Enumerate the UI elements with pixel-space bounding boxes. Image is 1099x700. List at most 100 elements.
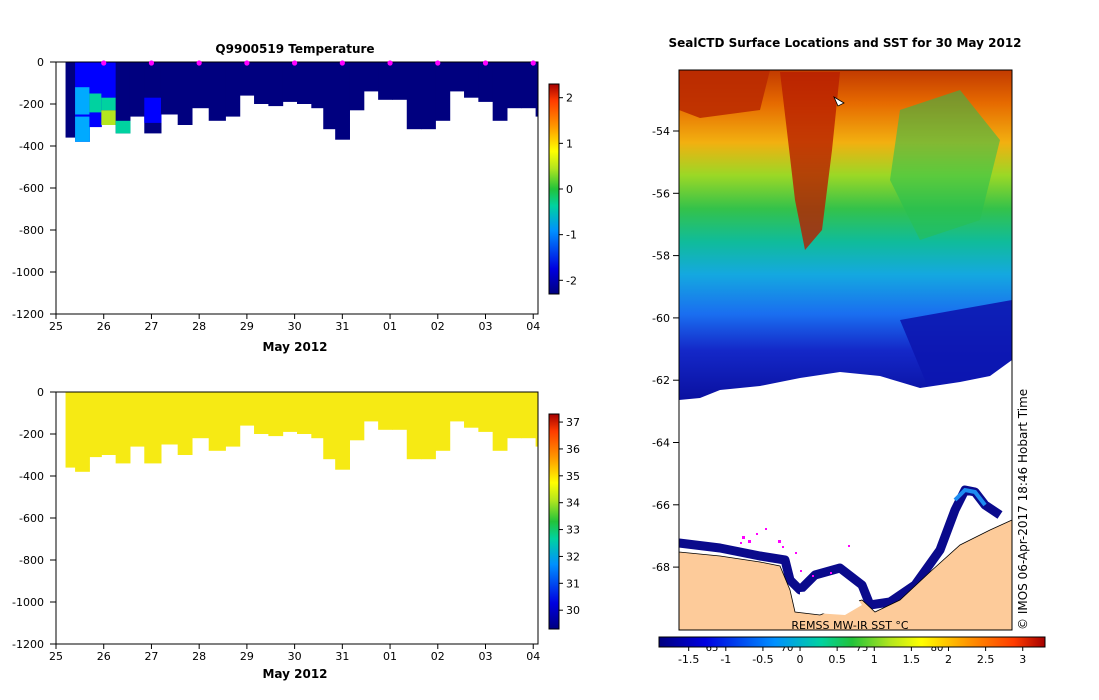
temperature-cell <box>115 62 131 134</box>
second-profile-data <box>65 392 538 472</box>
lat-tick-label: -64 <box>652 437 670 450</box>
colorbar-tick-label: 30 <box>566 604 580 617</box>
temperature-title: Q9900519 Temperature <box>215 42 374 56</box>
profile-marker <box>101 60 107 66</box>
x-tick-label: 03 <box>479 650 493 663</box>
profile-cell <box>208 392 226 451</box>
profile-cell <box>282 392 298 432</box>
lat-tick-label: -68 <box>652 561 670 574</box>
temperature-cell <box>478 62 494 102</box>
colorbar-tick-label: 31 <box>566 577 580 590</box>
profile-cell <box>254 392 269 434</box>
profile-cell <box>311 392 324 439</box>
profile-cell <box>65 392 76 468</box>
profile-marker <box>339 60 345 66</box>
warm-tongue <box>780 72 840 250</box>
second-profile-colorbar-ticks: 37 36 35 34 33 32 31 30 <box>559 416 580 617</box>
sst-map-panel: SealCTD Surface Locations and SST for 30… <box>652 36 1046 666</box>
profile-cell <box>101 392 117 455</box>
colorbar-tick-label: 0 <box>797 653 804 666</box>
y-tick-label: -400 <box>19 470 44 483</box>
colorbar-tick-label: 32 <box>566 550 580 563</box>
x-tick-label: 30 <box>288 320 302 333</box>
y-tick-label: 0 <box>37 386 44 399</box>
profile-cell <box>268 392 284 437</box>
x-tick-label: 04 <box>526 650 540 663</box>
temperature-cell-warm <box>75 87 90 115</box>
profile-cell <box>89 392 102 458</box>
temperature-cell <box>323 62 336 130</box>
profile-cell <box>378 392 393 430</box>
temperature-cell <box>282 62 298 102</box>
temperature-cell <box>177 62 193 125</box>
colorbar-tick-label: 2 <box>566 92 573 105</box>
y-tick-label: -1000 <box>12 266 44 279</box>
cursor-arrow <box>833 96 845 107</box>
profile-cell <box>75 392 90 472</box>
temperature-cell <box>492 62 508 121</box>
profile-cell <box>449 392 465 422</box>
second-profile-x-label: May 2012 <box>262 667 327 681</box>
colorbar-tick-label: 2.5 <box>977 653 995 666</box>
temperature-cell <box>421 62 436 130</box>
x-tick-label: 31 <box>335 320 349 333</box>
second-profile-colorbar <box>548 413 560 630</box>
colorbar-tick-label: 35 <box>566 470 580 483</box>
x-tick-label: 01 <box>383 650 397 663</box>
y-tick-label: -400 <box>19 140 44 153</box>
temperature-cell <box>406 62 422 130</box>
temperature-cell <box>363 62 379 92</box>
profile-cell <box>225 392 241 447</box>
sst-map-title: SealCTD Surface Locations and SST for 30… <box>668 36 1021 50</box>
y-tick-label: -800 <box>19 224 44 237</box>
temperature-cell <box>335 62 350 140</box>
temperature-cell <box>392 62 408 100</box>
temperature-cell-warm <box>89 93 102 113</box>
lat-tick-label: -56 <box>652 187 670 200</box>
temperature-cell <box>268 62 284 107</box>
temperature-cell <box>160 62 179 115</box>
temperature-cell <box>464 62 479 98</box>
sst-map-area <box>678 69 1013 631</box>
profile-cell <box>535 392 538 447</box>
warm-north-band <box>679 70 770 118</box>
colorbar-tick-label: 0.5 <box>828 653 846 666</box>
x-tick-label: 25 <box>49 650 63 663</box>
y-tick-label: -1200 <box>12 308 44 321</box>
temperature-cell-warm <box>115 120 131 134</box>
lon-label: 70 <box>781 643 794 654</box>
x-tick-label: 02 <box>431 650 445 663</box>
lat-tick-label: -62 <box>652 374 670 387</box>
x-tick-label: 28 <box>192 320 206 333</box>
temperature-data <box>65 62 538 142</box>
coastal-band-light <box>953 487 987 507</box>
temperature-cell <box>311 62 324 109</box>
colorbar-tick-label: 1 <box>871 653 878 666</box>
temperature-cell <box>254 62 269 104</box>
profile-cell <box>506 392 522 439</box>
colorbar-tick-label: 3 <box>1019 653 1026 666</box>
lat-tick-label: -54 <box>652 125 670 138</box>
green-east <box>890 90 1000 240</box>
y-tick-label: -600 <box>19 182 44 195</box>
x-tick-label: 30 <box>288 650 302 663</box>
colorbar-tick-label: 1.5 <box>903 653 921 666</box>
second-profile-panel: 0 -200 -400 -600 -800 -1000 -1200 25 26 27 28 29 30… <box>12 386 580 681</box>
colorbar-tick-label: -1 <box>720 653 731 666</box>
profile-marker <box>482 60 489 66</box>
temperature-cell <box>208 62 226 121</box>
colorbar-tick-label: 37 <box>566 416 580 429</box>
x-tick-label: 04 <box>526 320 540 333</box>
profile-cell <box>435 392 451 451</box>
sst-colorbar <box>658 636 1046 648</box>
temperature-cell <box>225 62 241 117</box>
colorbar-tick-label: -1 <box>566 229 577 242</box>
sst-map-lon-labels: 65 70 75 80 <box>706 643 944 654</box>
colorbar-tick-label: 33 <box>566 524 580 537</box>
x-tick-label: 27 <box>144 320 158 333</box>
x-tick-label: 29 <box>240 320 254 333</box>
x-tick-label: 02 <box>431 320 445 333</box>
colorbar-tick-label: -0.5 <box>752 653 773 666</box>
lon-label: 80 <box>931 643 944 654</box>
